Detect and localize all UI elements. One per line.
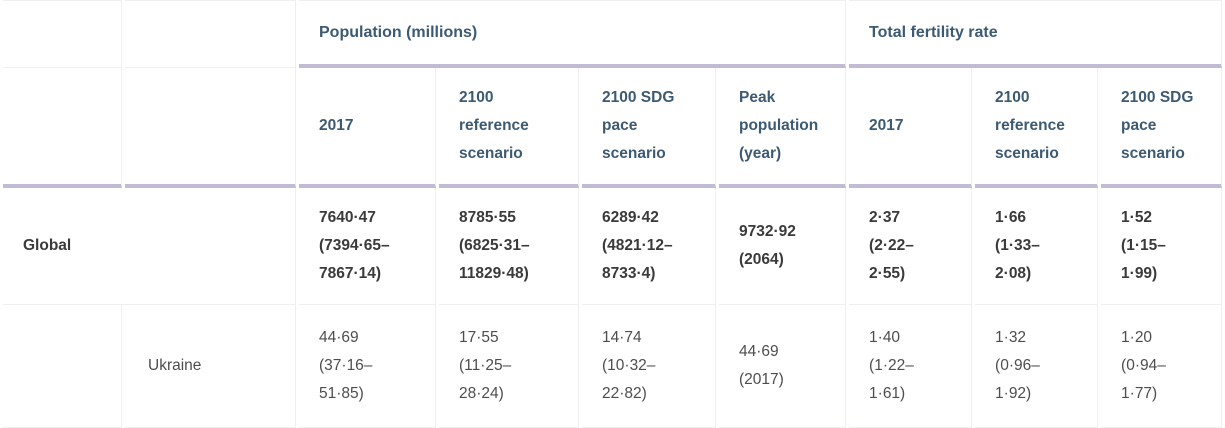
cell-global-pop-2017: 7640·47 (7394·65– 7867·14) <box>299 188 436 305</box>
cell-ukraine-peak-population: 44·69 (2017) <box>719 305 847 428</box>
column-header-row: 2017 2100 reference scenario 2100 SDG pa… <box>3 68 1223 188</box>
cell-global-tfr-reference: 1·66 (1·33– 2·08) <box>975 188 1099 305</box>
cell-global-pop-reference: 8785·55 (6825·31– 11829·48) <box>439 188 579 305</box>
col-header-pop-reference-scenario: 2100 reference scenario <box>439 68 579 188</box>
table-row-ukraine: Ukraine 44·69 (37·16– 51·85) 17·55 (11·2… <box>3 305 1223 428</box>
row-label-global: Global <box>3 188 296 305</box>
cell-global-tfr-2017: 2·37 (2·22– 2·55) <box>849 188 973 305</box>
cell-ukraine-tfr-sdg: 1·20 (0·94– 1·77) <box>1101 305 1223 428</box>
row-ukraine-indent-spacer <box>3 305 122 428</box>
group-header-spacer-1 <box>3 0 122 68</box>
column-header-spacer-2 <box>125 68 296 188</box>
cell-ukraine-pop-reference: 17·55 (11·25– 28·24) <box>439 305 579 428</box>
col-header-tfr-reference-scenario: 2100 reference scenario <box>975 68 1099 188</box>
col-header-pop-sdg-scenario: 2100 SDG pace scenario <box>582 68 716 188</box>
cell-global-tfr-sdg: 1·52 (1·15– 1·99) <box>1101 188 1223 305</box>
cell-ukraine-pop-2017: 44·69 (37·16– 51·85) <box>299 305 436 428</box>
column-header-spacer-1 <box>3 68 122 188</box>
cell-global-peak-population: 9732·92 (2064) <box>719 188 847 305</box>
col-header-tfr-2017: 2017 <box>849 68 973 188</box>
cell-ukraine-tfr-reference: 1·32 (0·96– 1·92) <box>975 305 1099 428</box>
group-header-spacer-2 <box>125 0 296 68</box>
table-row-global: Global 7640·47 (7394·65– 7867·14) 8785·5… <box>3 188 1223 305</box>
group-header-population: Population (millions) <box>299 0 847 68</box>
col-header-pop-2017: 2017 <box>299 68 436 188</box>
cell-ukraine-pop-sdg: 14·74 (10·32– 22·82) <box>582 305 716 428</box>
col-header-peak-population: Peak population (year) <box>719 68 847 188</box>
cell-ukraine-tfr-2017: 1·40 (1·22– 1·61) <box>849 305 973 428</box>
group-header-fertility: Total fertility rate <box>849 0 1223 68</box>
row-label-ukraine: Ukraine <box>125 305 296 428</box>
col-header-tfr-sdg-scenario: 2100 SDG pace scenario <box>1101 68 1223 188</box>
group-header-row: Population (millions) Total fertility ra… <box>3 0 1223 68</box>
cell-global-pop-sdg: 6289·42 (4821·12– 8733·4) <box>582 188 716 305</box>
